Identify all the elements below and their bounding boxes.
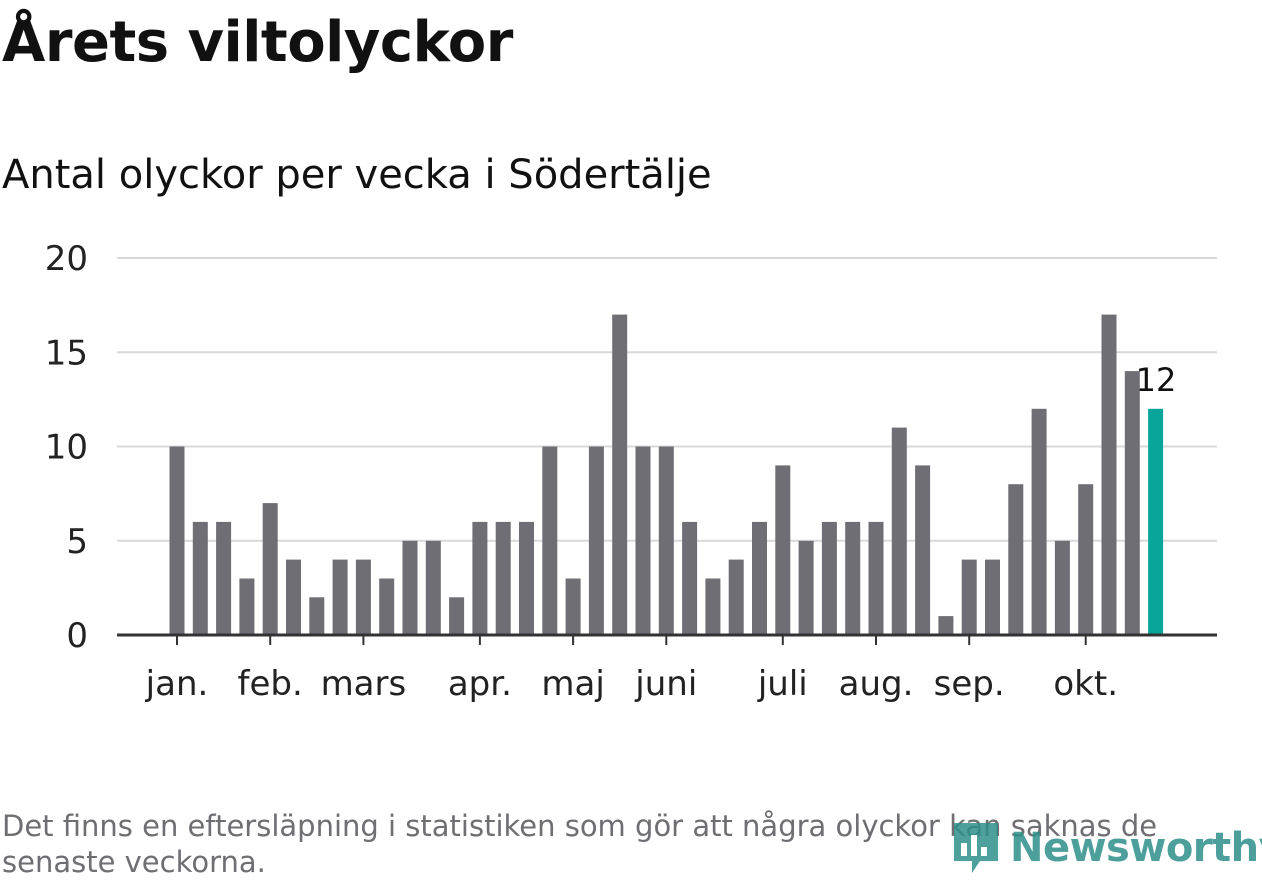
- x-tick-label: mars: [321, 664, 407, 704]
- y-tick-label: 5: [66, 522, 88, 562]
- x-tick-label: aug.: [839, 664, 914, 704]
- bar: [658, 446, 674, 635]
- y-tick-label: 15: [45, 333, 88, 373]
- bar: [891, 427, 907, 635]
- bar: [309, 597, 325, 635]
- bar: [821, 521, 837, 635]
- bar: [379, 578, 395, 635]
- bar: [239, 578, 255, 635]
- bar: [402, 540, 418, 636]
- bar: [192, 521, 208, 635]
- y-axis-ticks: 0 5 10 15 20: [45, 239, 88, 656]
- bar: [985, 559, 1000, 635]
- bar: [938, 616, 954, 635]
- x-tick-label: juni: [634, 664, 697, 704]
- bar: [682, 521, 698, 635]
- bar: [612, 314, 628, 635]
- chart-subtitle: Antal olyckor per vecka i Södertälje: [2, 152, 712, 198]
- bar: [169, 446, 185, 635]
- bar: [798, 540, 814, 636]
- bar: [1078, 484, 1094, 635]
- y-tick-label: 10: [45, 428, 88, 468]
- data-label: 12: [1136, 361, 1177, 399]
- bar: [472, 521, 488, 635]
- y-tick-label: 20: [45, 239, 88, 279]
- x-tick-label: apr.: [448, 664, 512, 704]
- bar: [705, 578, 721, 635]
- bar: [728, 559, 744, 635]
- x-tick-label: okt.: [1053, 664, 1118, 704]
- bar: [1124, 371, 1140, 635]
- bar: [519, 521, 534, 635]
- x-axis-ticks: jan. feb. mars apr. maj juni juli aug. sep. okt.: [145, 635, 1118, 704]
- bar: [915, 465, 931, 635]
- bar-highlight: [1148, 408, 1164, 635]
- bar: [961, 559, 977, 635]
- newsworthy-logo: Newsworthy: [950, 818, 1262, 878]
- bars: [169, 314, 1164, 636]
- y-tick-label: 0: [66, 616, 88, 656]
- x-tick-label: jan.: [145, 664, 209, 704]
- x-tick-label: sep.: [934, 664, 1005, 704]
- bar: [355, 559, 371, 635]
- bar: [449, 597, 465, 635]
- bar: [845, 521, 861, 635]
- bar: [1031, 408, 1047, 635]
- x-tick-label: juli: [757, 664, 808, 704]
- chart-title: Årets viltolyckor: [2, 10, 513, 75]
- bar: [868, 521, 884, 635]
- bar: [425, 540, 441, 636]
- bar: [542, 446, 558, 635]
- bar: [635, 446, 651, 635]
- x-tick-label: feb.: [238, 664, 303, 704]
- bar: [286, 559, 301, 635]
- bar: [1054, 540, 1070, 636]
- bar: [262, 503, 278, 635]
- bar: [216, 521, 232, 635]
- bar: [1101, 314, 1117, 635]
- brand-name: Newsworthy: [1010, 825, 1262, 871]
- bar: [775, 465, 791, 635]
- x-tick-label: maj: [541, 664, 604, 704]
- bar-chart-logo-icon: [954, 823, 998, 873]
- bar: [332, 559, 348, 635]
- bar: [588, 446, 604, 635]
- annotations: 12: [1136, 361, 1177, 399]
- bar: [1008, 484, 1024, 635]
- bar: [752, 521, 767, 635]
- bar: [495, 521, 511, 635]
- bar: [565, 578, 581, 635]
